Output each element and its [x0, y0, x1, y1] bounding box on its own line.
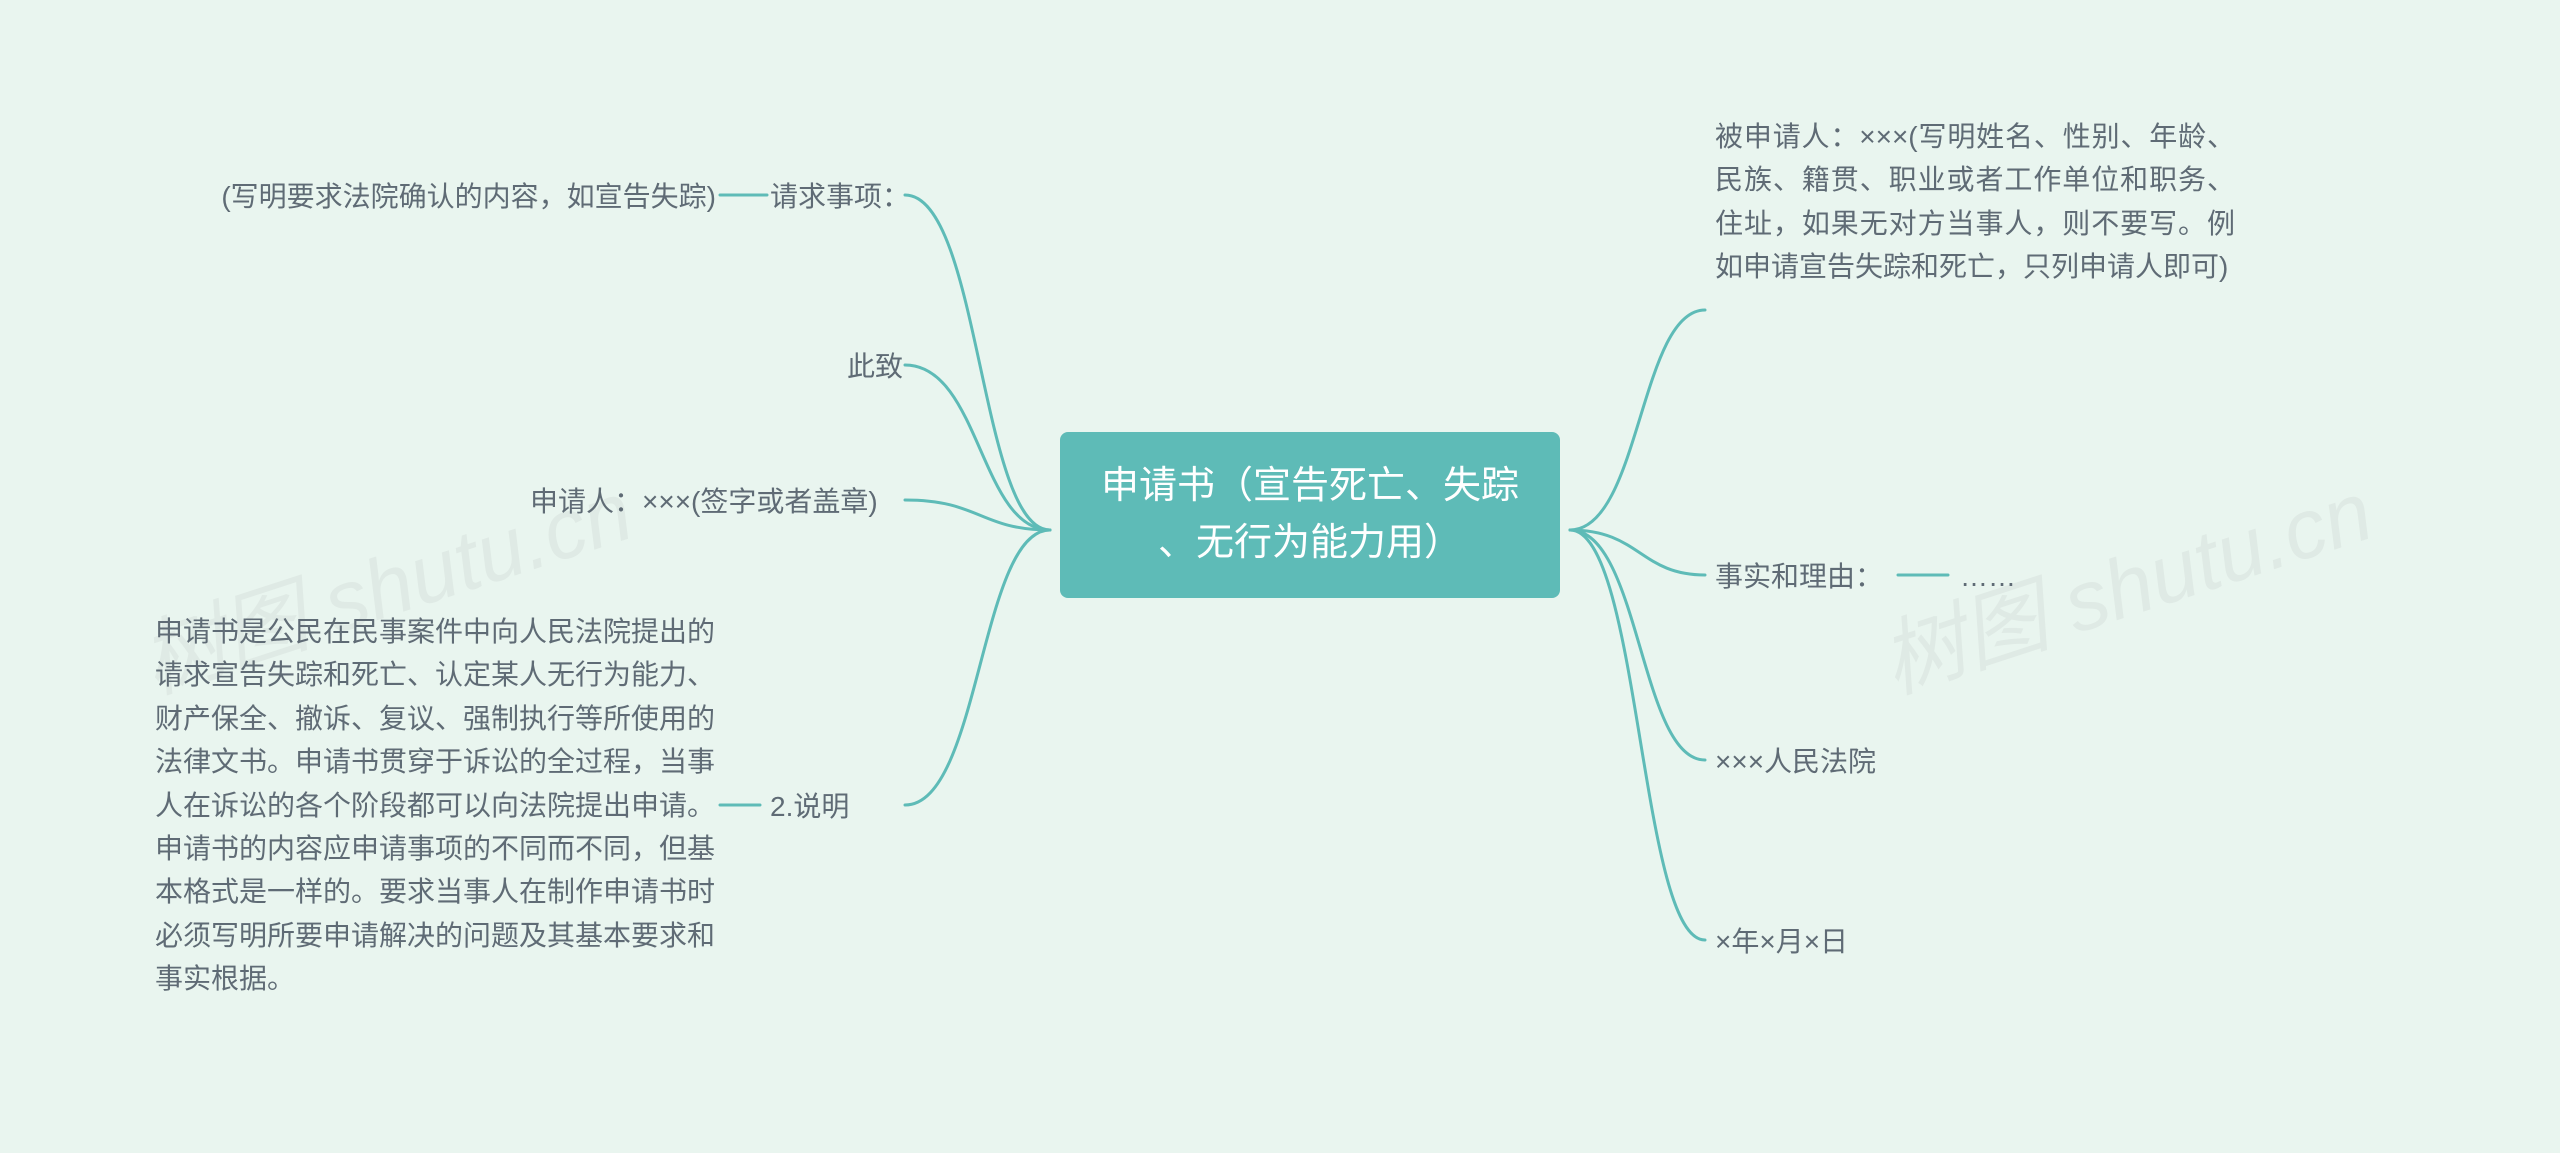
center-line2: 、无行为能力用） [1158, 522, 1462, 564]
left-node-cizhi: 此致 [847, 345, 903, 388]
right-node-facts-label: 事实和理由： [1715, 555, 1883, 598]
right-node-facts-detail: …… [1960, 555, 2016, 598]
right-node-date: ×年×月×日 [1715, 920, 1848, 963]
watermark: 树图 shutu.cn [1864, 444, 2385, 716]
left-node-shuoming-detail: 申请书是公民在民事案件中向人民法院提出的请求宣告失踪和死亡、认定某人无行为能力、… [155, 610, 715, 1001]
center-line1: 申请书（宣告死亡、失踪 [1101, 465, 1519, 507]
center-node: 申请书（宣告死亡、失踪 、无行为能力用） [1060, 432, 1560, 598]
left-node-shuoming-label: 2.说明 [770, 785, 849, 828]
left-node-request-label: 请求事项： [770, 175, 910, 218]
left-node-request-detail: (写明要求法院确认的内容，如宣告失踪) [170, 175, 716, 218]
right-node-court: ×××人民法院 [1715, 740, 1876, 783]
right-node-respondent: 被申请人：×××(写明姓名、性别、年龄、民族、籍贯、职业或者工作单位和职务、住址… [1715, 115, 2235, 289]
left-node-applicant: 申请人：×××(签字或者盖章) [530, 480, 878, 523]
